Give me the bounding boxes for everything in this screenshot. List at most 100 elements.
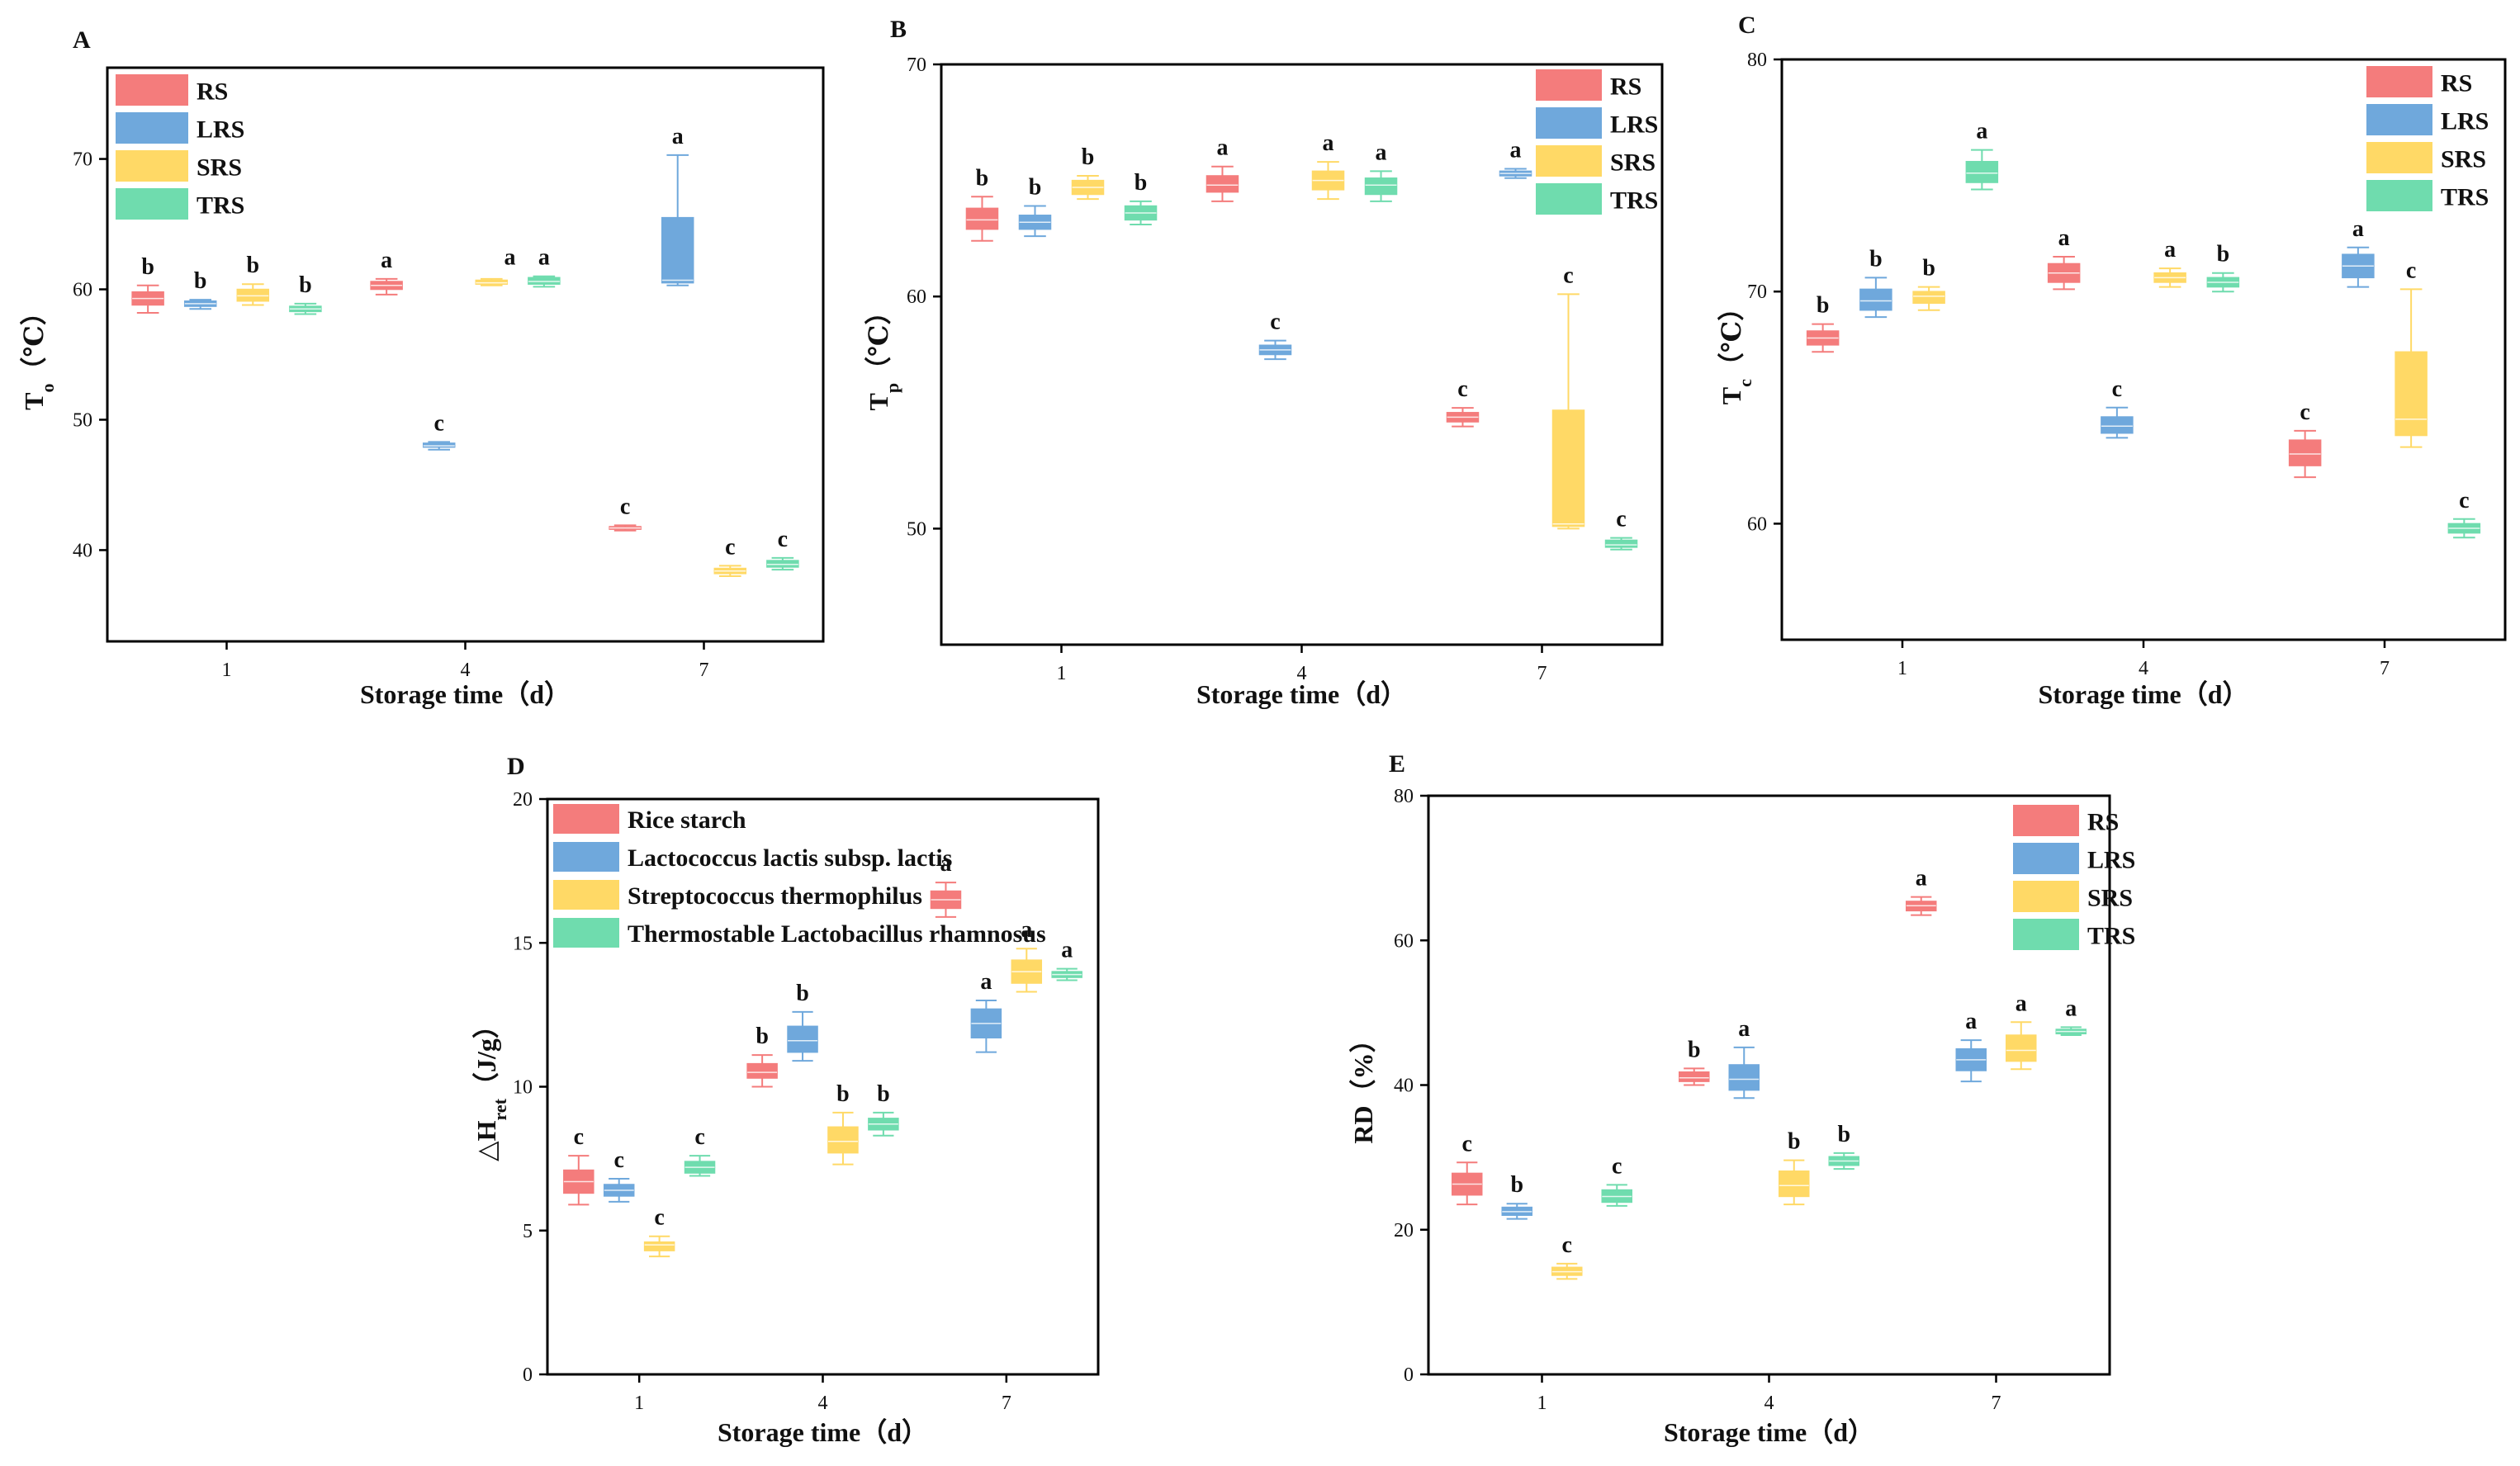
x-tick-label: 7 bbox=[699, 660, 709, 681]
box-plot: a bbox=[2153, 237, 2186, 288]
legend-item-srs: Streptococcus thermophilus bbox=[553, 880, 922, 910]
y-tick-label: 60 bbox=[1394, 930, 1414, 952]
legend-swatch bbox=[116, 150, 188, 182]
significance-letter: c bbox=[1270, 310, 1280, 335]
significance-letter: a bbox=[1509, 138, 1521, 163]
significance-letter: c bbox=[725, 534, 735, 560]
panel-letter: B bbox=[890, 16, 907, 43]
x-tick-label: 1 bbox=[1897, 658, 1907, 679]
legend-swatch bbox=[553, 842, 619, 872]
x-axis-label: Storage time（d） bbox=[360, 679, 571, 709]
box-plot: b bbox=[965, 165, 999, 242]
box-iqr bbox=[2394, 351, 2428, 437]
significance-letter: b bbox=[877, 1081, 890, 1107]
box-plot: b bbox=[1501, 1172, 1532, 1220]
panel-letter: E bbox=[1389, 750, 1405, 778]
x-tick-label: 7 bbox=[2380, 658, 2390, 679]
y-tick-label: 40 bbox=[1394, 1076, 1414, 1097]
legend-label: RS bbox=[2087, 808, 2119, 835]
y-tick-label: 60 bbox=[1747, 513, 1767, 535]
x-tick-label: 4 bbox=[2139, 658, 2148, 679]
significance-letter: c bbox=[574, 1124, 584, 1150]
box-plot: b bbox=[2206, 242, 2240, 293]
series-lrs: c b a bbox=[603, 969, 1002, 1203]
legend-item-rs: RS bbox=[1536, 69, 1641, 101]
box-plot bbox=[475, 277, 509, 286]
legend-label: LRS bbox=[197, 116, 244, 143]
box-plot: c bbox=[1604, 507, 1638, 551]
box-plot: c bbox=[2288, 400, 2322, 479]
significance-letter: c bbox=[2459, 488, 2469, 513]
x-tick-label: 1 bbox=[1057, 663, 1067, 684]
legend-swatch bbox=[2013, 805, 2079, 836]
significance-letter: a bbox=[2352, 216, 2364, 242]
significance-letter: c bbox=[1616, 507, 1626, 532]
box-iqr bbox=[1206, 175, 1239, 193]
significance-letter: a bbox=[1323, 130, 1334, 156]
series-trs: c b a bbox=[684, 938, 1082, 1177]
box-plot: c bbox=[684, 1124, 716, 1177]
box-plot: b bbox=[1806, 293, 1840, 353]
box-plot: c bbox=[1446, 376, 1480, 428]
legend-swatch bbox=[116, 74, 188, 106]
box-plot: a bbox=[1051, 938, 1082, 981]
y-tick-label: 50 bbox=[907, 518, 926, 540]
significance-letter: b bbox=[836, 1081, 850, 1107]
legend-label: LRS bbox=[2087, 846, 2135, 873]
legend-label: RS bbox=[197, 78, 228, 105]
significance-letter: c bbox=[654, 1205, 664, 1231]
legend-item-lrs: LRS bbox=[2366, 104, 2489, 135]
box-plot: c bbox=[563, 1124, 594, 1206]
box-iqr bbox=[827, 1126, 859, 1154]
significance-letter: b bbox=[1837, 1122, 1850, 1147]
significance-letter: a bbox=[1738, 1016, 1750, 1042]
significance-letter: c bbox=[1563, 262, 1573, 288]
x-axis-label: Storage time（d） bbox=[718, 1417, 928, 1447]
y-tick-label: 5 bbox=[523, 1221, 533, 1242]
significance-letter: b bbox=[247, 253, 260, 278]
box-plot: b bbox=[1679, 1037, 1710, 1086]
significance-letter: b bbox=[141, 254, 154, 280]
box-plot: b bbox=[131, 254, 164, 314]
legend-label: TRS bbox=[197, 192, 244, 219]
significance-letter: b bbox=[1134, 170, 1148, 196]
y-tick-label: 0 bbox=[523, 1364, 533, 1386]
box-iqr bbox=[236, 288, 270, 302]
significance-letter: c bbox=[1462, 1131, 1472, 1156]
box-plot: c bbox=[603, 1147, 635, 1203]
significance-letter: c bbox=[2406, 258, 2416, 283]
legend-label: Lactococcus lactis subsp. lactis bbox=[628, 844, 952, 872]
box-plot: b bbox=[1859, 246, 1892, 319]
box-plot: c bbox=[2101, 376, 2134, 439]
y-tick-label: 10 bbox=[513, 1077, 533, 1099]
box-iqr bbox=[422, 442, 456, 448]
box-plot: b bbox=[1828, 1122, 1859, 1170]
significance-letter: c bbox=[620, 494, 630, 519]
legend: RS LRS SRS TRS bbox=[2013, 805, 2135, 950]
box-iqr bbox=[1779, 1170, 1810, 1198]
significance-letter: c bbox=[2300, 400, 2309, 425]
box-plot: a bbox=[1906, 866, 1937, 916]
legend-swatch bbox=[2013, 919, 2079, 950]
box-plot: c bbox=[1601, 1153, 1632, 1207]
box-iqr bbox=[475, 279, 509, 285]
box-plot: c bbox=[766, 527, 799, 571]
series-srs: c b a bbox=[643, 917, 1043, 1258]
legend-item-lrs: Lactococcus lactis subsp. lactis bbox=[553, 842, 952, 872]
legend-item-rs: RS bbox=[2366, 66, 2472, 97]
legend-swatch bbox=[553, 804, 619, 834]
box-plot: c bbox=[422, 410, 456, 451]
x-axis-label: Storage time（d） bbox=[1196, 679, 1407, 709]
box-plot: c bbox=[1452, 1131, 1483, 1206]
significance-letter: b bbox=[1869, 246, 1883, 272]
box-iqr bbox=[1604, 539, 1638, 548]
box-iqr bbox=[661, 216, 694, 284]
significance-letter: a bbox=[538, 245, 550, 271]
series-srs: b a c bbox=[1071, 130, 1585, 530]
x-axis-label: Storage time（d） bbox=[1664, 1417, 1874, 1447]
significance-letter: a bbox=[940, 851, 951, 877]
box-iqr bbox=[2101, 416, 2134, 434]
